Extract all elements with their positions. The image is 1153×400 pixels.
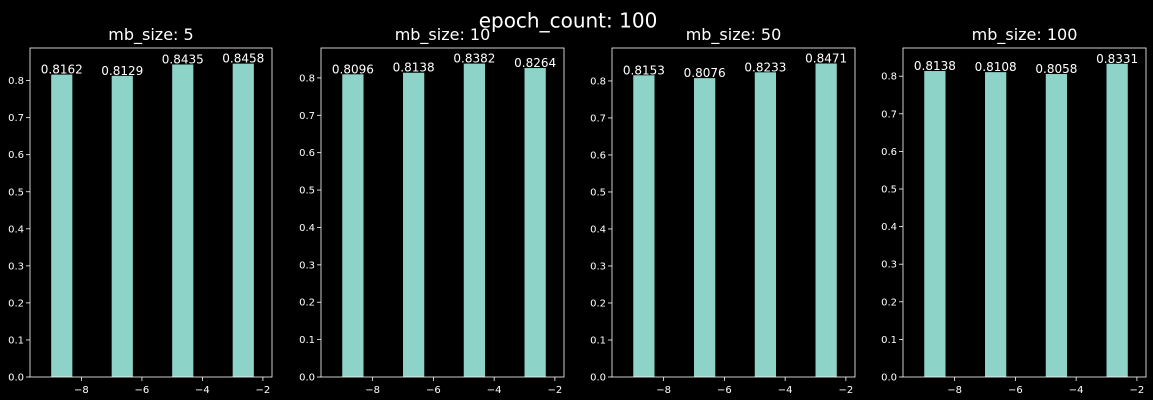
y-tick-label: 0.8 [299,73,315,84]
y-tick-label: 0.3 [881,260,897,271]
bar [463,63,486,377]
y-tick-label: 0.2 [299,298,315,309]
subplot-4: mb_size: 100 0.8138 0.8108 0.8058 0.8331 −8 −6… [881,25,1147,396]
bar [985,72,1007,378]
y-tick-label: 0.7 [8,113,24,124]
bar-value-label: 0.8331 [1096,52,1138,66]
x-tick-label: −6 [1008,385,1023,396]
bar [524,68,546,377]
y-tick-label: 0.2 [8,298,24,309]
bar-value-label: 0.8153 [623,63,665,77]
bar [815,63,837,378]
y-tick-label: 0.0 [299,373,315,384]
y-tick-label: 0.1 [299,335,315,346]
axes-frame [320,47,565,378]
y-tick-label: 0.8 [881,72,897,83]
y-tick-label: 0.7 [299,111,315,122]
y-tick-label: 0.6 [590,150,606,161]
y-tick-label: 0.2 [881,297,897,308]
y-tick-label: 0.5 [299,186,315,197]
bar-value-label: 0.8096 [332,62,374,76]
x-tick-label: −8 [74,385,89,396]
bar-value-label: 0.8162 [41,63,83,77]
subplot-title: mb_size: 5 [108,25,193,45]
y-tick-label: 0.5 [881,185,897,196]
subplots-group: mb_size: 5 0.8162 0.8129 0.8435 0.8458 −8 −6 −4… [8,25,1147,396]
bar-value-label: 0.8471 [805,52,847,66]
y-tick-label: 0.0 [8,373,24,384]
bar-value-label: 0.8233 [744,60,786,74]
bar-value-label: 0.8264 [514,56,556,70]
figure-suptitle: epoch_count: 100 [479,9,658,33]
bar-value-label: 0.8076 [684,66,726,80]
x-tick-label: −2 [548,385,563,396]
x-tick-label: −6 [717,385,732,396]
x-tick-label: −8 [656,385,671,396]
y-tick-label: 0.1 [8,335,24,346]
x-tick-label: −6 [426,385,441,396]
y-tick-label: 0.5 [8,187,24,198]
y-tick-label: 0.8 [8,76,24,87]
y-tick-label: 0.2 [590,298,606,309]
x-tick-label: −2 [256,385,271,396]
axes-frame [611,47,856,378]
y-tick-label: 0.1 [590,335,606,346]
x-tick-label: −2 [839,385,854,396]
x-tick-label: −8 [365,385,380,396]
bar-value-label: 0.8058 [1035,62,1077,76]
y-tick-label: 0.4 [881,222,897,233]
bar [754,72,777,377]
axes-frame [29,47,273,378]
bar [172,64,194,377]
bar [924,71,946,377]
x-tick-label: −4 [195,385,210,396]
bar [1106,63,1128,378]
bar [51,74,73,378]
bar [694,78,716,377]
y-tick-label: 0.8 [590,76,606,87]
subplot-2: mb_size: 10 0.8096 0.8138 0.8382 0.8264 −8 −6 −… [299,25,565,396]
y-tick-label: 0.6 [299,148,315,159]
bar-value-label: 0.8138 [393,61,435,75]
bar [232,63,254,377]
x-tick-label: −4 [1069,385,1084,396]
y-tick-label: 0.5 [590,187,606,198]
bar [111,75,133,377]
subplot-1: mb_size: 5 0.8162 0.8129 0.8435 0.8458 −8 −6 −4… [8,25,273,396]
bar-value-label: 0.8382 [453,52,495,66]
y-tick-label: 0.1 [881,335,897,346]
bar-value-label: 0.8435 [162,52,204,66]
bar [1045,74,1068,378]
y-tick-label: 0.4 [299,223,315,234]
y-tick-label: 0.3 [8,261,24,272]
bar [403,72,425,378]
y-tick-label: 0.4 [8,224,24,235]
subplot-title: mb_size: 50 [686,25,782,45]
bar-value-label: 0.8129 [101,64,143,78]
y-tick-label: 0.3 [299,260,315,271]
y-tick-label: 0.6 [881,147,897,158]
y-tick-label: 0.0 [881,373,897,384]
subplot-title: mb_size: 10 [395,25,491,45]
bar [633,75,655,377]
y-tick-label: 0.7 [590,113,606,124]
y-tick-label: 0.4 [590,224,606,235]
x-tick-label: −6 [135,385,150,396]
bar-value-label: 0.8108 [975,60,1017,74]
y-tick-label: 0.7 [881,109,897,120]
bar [342,74,364,377]
y-tick-label: 0.6 [8,150,24,161]
subplot-3: mb_size: 50 0.8153 0.8076 0.8233 0.8471 −8 −6 −… [590,25,856,396]
x-tick-label: −4 [778,385,793,396]
y-tick-label: 0.3 [590,261,606,272]
axes-frame [902,47,1147,378]
y-tick-label: 0.0 [590,373,606,384]
bar-value-label: 0.8138 [914,59,956,73]
x-tick-label: −4 [487,385,502,396]
x-tick-label: −2 [1130,385,1145,396]
subplot-title: mb_size: 100 [972,25,1078,45]
x-tick-label: −8 [947,385,962,396]
bar-value-label: 0.8458 [222,52,264,66]
